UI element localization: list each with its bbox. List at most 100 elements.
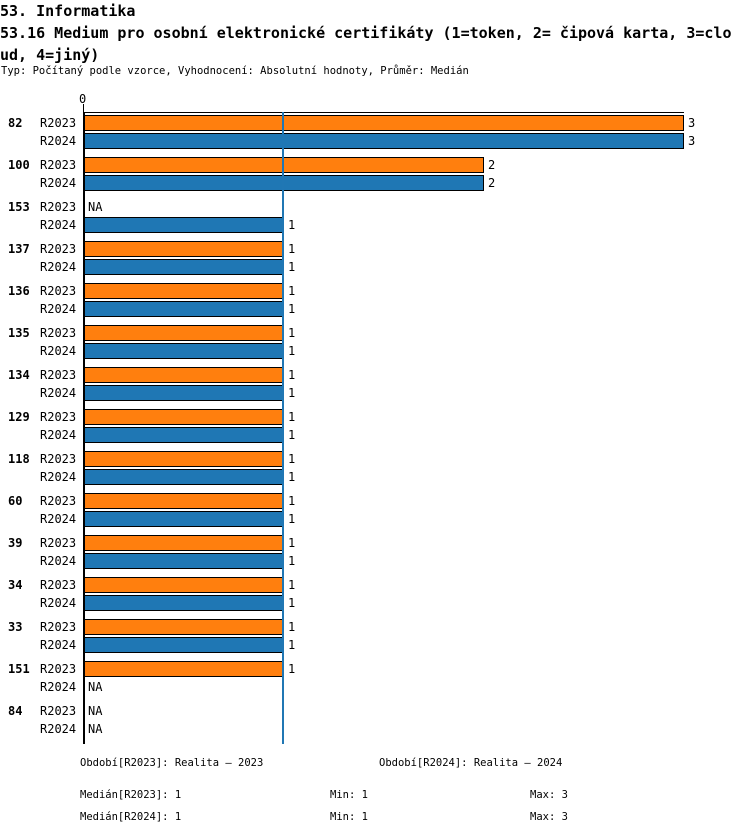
row-label-r2024: R2024 <box>40 344 77 358</box>
row-label-r2023: R2023 <box>40 704 77 718</box>
na-label: NA <box>88 680 103 694</box>
bar-r2023 <box>84 367 284 383</box>
bar-r2023 <box>84 115 684 131</box>
bar-r2023 <box>84 409 284 425</box>
row-label-r2023: R2023 <box>40 200 77 214</box>
row-label-r2024: R2024 <box>40 680 77 694</box>
bar-r2024 <box>84 175 484 191</box>
max-stat-r2024: Max: 3 <box>530 811 568 823</box>
row-label-r2024: R2024 <box>40 638 77 652</box>
bar-value-label: 1 <box>288 260 296 274</box>
row-label-r2023: R2023 <box>40 452 77 466</box>
row-label-r2023: R2023 <box>40 326 77 340</box>
bar-value-label: 1 <box>288 428 296 442</box>
row-label-r2024: R2024 <box>40 470 77 484</box>
row-label-r2024: R2024 <box>40 554 77 568</box>
group-id-label: 135 <box>8 326 30 340</box>
bar-value-label: 1 <box>288 470 296 484</box>
row-label-r2023: R2023 <box>40 116 77 130</box>
row-label-r2023: R2023 <box>40 368 77 382</box>
row-label-r2023: R2023 <box>40 620 77 634</box>
bar-value-label: 1 <box>288 326 296 340</box>
bar-r2023 <box>84 451 284 467</box>
group-id-label: 39 <box>8 536 23 550</box>
bar-value-label: 1 <box>288 536 296 550</box>
bar-value-label: 1 <box>288 494 296 508</box>
na-label: NA <box>88 704 103 718</box>
bar-value-label: 1 <box>288 662 296 676</box>
x-axis-tick-mark <box>83 104 84 112</box>
bar-r2023 <box>84 661 284 677</box>
bar-value-label: 1 <box>288 284 296 298</box>
bar-r2023 <box>84 535 284 551</box>
bar-value-label: 1 <box>288 512 296 526</box>
bar-value-label: 1 <box>288 452 296 466</box>
min-stat-r2024: Min: 1 <box>330 811 368 823</box>
row-label-r2023: R2023 <box>40 284 77 298</box>
bar-value-label: 1 <box>288 242 296 256</box>
group-id-label: 33 <box>8 620 23 634</box>
row-label-r2023: R2023 <box>40 662 77 676</box>
bar-value-label: 3 <box>688 116 696 130</box>
bar-value-label: 1 <box>288 344 296 358</box>
bar-r2024 <box>84 469 284 485</box>
group-id-label: 134 <box>8 368 30 382</box>
median-reference-line <box>282 112 284 744</box>
bar-value-label: 1 <box>288 596 296 610</box>
row-label-r2023: R2023 <box>40 242 77 256</box>
bar-value-label: 1 <box>288 302 296 316</box>
group-id-label: 34 <box>8 578 23 592</box>
bar-value-label: 2 <box>488 158 496 172</box>
bar-value-label: 1 <box>288 386 296 400</box>
bar-value-label: 3 <box>688 134 696 148</box>
group-id-label: 129 <box>8 410 30 424</box>
row-label-r2024: R2024 <box>40 218 77 232</box>
bar-value-label: 1 <box>288 554 296 568</box>
bar-r2024 <box>84 595 284 611</box>
group-id-label: 84 <box>8 704 23 718</box>
group-id-label: 153 <box>8 200 30 214</box>
section-title: 53. Informatika <box>0 2 136 20</box>
group-id-label: 82 <box>8 116 23 130</box>
group-id-label: 100 <box>8 158 30 172</box>
group-id-label: 137 <box>8 242 30 256</box>
median-stat-r2024: Medián[R2024]: 1 <box>80 811 182 823</box>
bar-r2024 <box>84 259 284 275</box>
row-label-r2023: R2023 <box>40 578 77 592</box>
group-id-label: 151 <box>8 662 30 676</box>
row-label-r2024: R2024 <box>40 512 77 526</box>
bar-r2024 <box>84 301 284 317</box>
group-id-label: 118 <box>8 452 30 466</box>
row-label-r2024: R2024 <box>40 302 77 316</box>
row-label-r2024: R2024 <box>40 386 77 400</box>
period-label-r2023: Období[R2023]: Realita – 2023 <box>80 757 264 769</box>
chart-meta: Typ: Počítaný podle vzorce, Vyhodnocení:… <box>1 65 469 77</box>
bar-r2023 <box>84 283 284 299</box>
min-stat-r2023: Min: 1 <box>330 789 368 801</box>
period-label-r2024: Období[R2024]: Realita – 2024 <box>379 757 563 769</box>
chart-title-line1: 53.16 Medium pro osobní elektronické cer… <box>0 24 732 42</box>
row-label-r2023: R2023 <box>40 158 77 172</box>
bar-value-label: 1 <box>288 410 296 424</box>
bar-r2024 <box>84 133 684 149</box>
bar-value-label: 1 <box>288 218 296 232</box>
group-id-label: 136 <box>8 284 30 298</box>
row-label-r2024: R2024 <box>40 176 77 190</box>
bar-r2023 <box>84 325 284 341</box>
row-label-r2024: R2024 <box>40 260 77 274</box>
bar-r2024 <box>84 385 284 401</box>
bar-value-label: 1 <box>288 578 296 592</box>
row-label-r2024: R2024 <box>40 722 77 736</box>
group-id-label: 60 <box>8 494 23 508</box>
bar-value-label: 1 <box>288 368 296 382</box>
bar-r2023 <box>84 577 284 593</box>
bar-r2024 <box>84 343 284 359</box>
row-label-r2023: R2023 <box>40 410 77 424</box>
bar-r2023 <box>84 619 284 635</box>
row-label-r2023: R2023 <box>40 536 77 550</box>
bar-r2023 <box>84 157 484 173</box>
bar-r2024 <box>84 427 284 443</box>
median-stat-r2023: Medián[R2023]: 1 <box>80 789 182 801</box>
